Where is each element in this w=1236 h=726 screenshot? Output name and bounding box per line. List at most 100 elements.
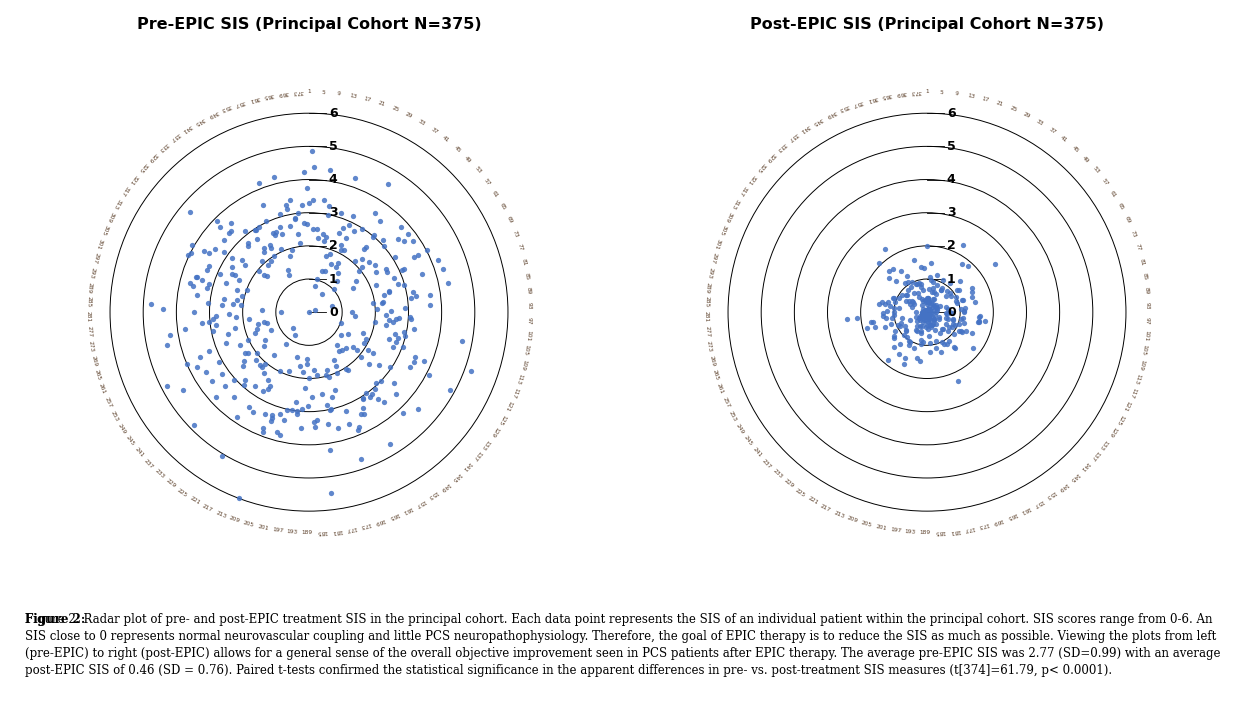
Text: 1: 1 — [926, 89, 928, 94]
Text: 329: 329 — [147, 151, 158, 163]
Text: 0: 0 — [329, 306, 337, 319]
Text: 149: 149 — [439, 481, 450, 492]
Text: 57: 57 — [482, 177, 491, 187]
Text: 4: 4 — [329, 173, 337, 186]
Text: 173: 173 — [360, 521, 372, 529]
Text: Figure 2: Radar plot of pre- and post-EPIC treatment SIS in the principal cohort: Figure 2: Radar plot of pre- and post-EP… — [25, 613, 1220, 677]
Text: 145: 145 — [450, 471, 462, 482]
Text: 293: 293 — [89, 266, 95, 279]
Text: 273: 273 — [706, 340, 712, 352]
Text: 37: 37 — [1048, 126, 1057, 135]
Text: 77: 77 — [517, 243, 523, 252]
Title: Post-EPIC SIS (Principal Cohort N=375): Post-EPIC SIS (Principal Cohort N=375) — [750, 17, 1104, 32]
Text: 89: 89 — [1143, 287, 1149, 295]
Text: 49: 49 — [1082, 155, 1090, 163]
Text: 125: 125 — [1115, 413, 1125, 425]
Text: 25: 25 — [391, 105, 399, 113]
Text: 313: 313 — [730, 197, 740, 210]
Text: 1: 1 — [329, 272, 337, 285]
Text: 225: 225 — [177, 487, 188, 498]
Text: 165: 165 — [388, 511, 399, 521]
Text: 245: 245 — [743, 435, 754, 447]
Text: 0: 0 — [947, 306, 955, 319]
Text: 229: 229 — [164, 478, 177, 489]
Text: 369: 369 — [277, 90, 289, 97]
Text: 61: 61 — [1109, 189, 1117, 198]
Text: 125: 125 — [497, 413, 507, 425]
Text: 277: 277 — [87, 326, 93, 338]
Text: 309: 309 — [105, 211, 115, 223]
Text: 153: 153 — [1044, 489, 1057, 500]
Text: 257: 257 — [104, 396, 112, 409]
Text: 245: 245 — [125, 435, 136, 447]
Text: 281: 281 — [87, 311, 91, 322]
Text: 109: 109 — [519, 359, 527, 370]
Text: 129: 129 — [1107, 426, 1117, 438]
Text: 205: 205 — [860, 521, 873, 529]
Text: 325: 325 — [755, 161, 766, 174]
Text: 169: 169 — [373, 517, 386, 525]
Text: 269: 269 — [90, 355, 98, 367]
Text: 297: 297 — [709, 252, 717, 264]
Text: 341: 341 — [180, 123, 193, 134]
Text: 33: 33 — [418, 118, 426, 126]
Text: 301: 301 — [713, 238, 722, 250]
Text: 221: 221 — [189, 496, 200, 506]
Text: 6: 6 — [947, 107, 955, 120]
Text: 293: 293 — [707, 266, 713, 279]
Text: 185: 185 — [934, 529, 946, 535]
Text: 373: 373 — [910, 89, 922, 94]
Text: 85: 85 — [1142, 272, 1148, 280]
Text: 333: 333 — [776, 141, 787, 152]
Text: 121: 121 — [504, 400, 513, 412]
Text: 161: 161 — [400, 505, 413, 514]
Text: 249: 249 — [734, 423, 745, 435]
Text: 133: 133 — [481, 438, 491, 450]
Text: 185: 185 — [316, 529, 328, 535]
Text: 349: 349 — [206, 109, 219, 118]
Text: 365: 365 — [263, 92, 274, 99]
Text: Figure 2:: Figure 2: — [25, 613, 89, 627]
Text: 33: 33 — [1036, 118, 1044, 126]
Text: 149: 149 — [1057, 481, 1068, 492]
Text: 57: 57 — [1100, 177, 1109, 187]
Text: 5: 5 — [939, 89, 944, 95]
Text: 65: 65 — [499, 203, 507, 211]
Text: 253: 253 — [110, 410, 120, 422]
Text: 317: 317 — [738, 185, 748, 197]
Text: 3: 3 — [329, 206, 337, 219]
Text: 105: 105 — [1141, 344, 1148, 356]
Text: 213: 213 — [833, 510, 845, 519]
Text: 133: 133 — [1099, 438, 1109, 450]
Text: 41: 41 — [1059, 135, 1068, 144]
Text: 241: 241 — [751, 447, 763, 459]
Text: 49: 49 — [464, 155, 472, 163]
Text: 13: 13 — [349, 93, 357, 99]
Text: 265: 265 — [94, 369, 101, 381]
Text: 29: 29 — [1022, 112, 1031, 119]
Text: 2: 2 — [329, 240, 337, 253]
Text: 69: 69 — [1124, 216, 1131, 224]
Text: 177: 177 — [963, 525, 975, 532]
Text: 69: 69 — [506, 216, 513, 224]
Text: 325: 325 — [137, 161, 148, 174]
Text: 349: 349 — [824, 109, 837, 118]
Text: 329: 329 — [765, 151, 776, 163]
Text: 277: 277 — [705, 326, 711, 338]
Text: 205: 205 — [242, 521, 255, 529]
Text: 21: 21 — [377, 100, 386, 107]
Text: 193: 193 — [287, 529, 298, 535]
Text: 269: 269 — [708, 355, 716, 367]
Text: 4: 4 — [947, 173, 955, 186]
Text: 21: 21 — [995, 100, 1004, 107]
Text: 141: 141 — [1079, 461, 1090, 472]
Text: 289: 289 — [87, 282, 93, 293]
Text: 145: 145 — [1068, 471, 1080, 482]
Text: 341: 341 — [798, 123, 811, 134]
Text: 73: 73 — [512, 229, 519, 238]
Text: 113: 113 — [515, 372, 523, 385]
Text: 289: 289 — [705, 282, 711, 293]
Text: 61: 61 — [491, 189, 499, 198]
Text: 209: 209 — [229, 515, 241, 524]
Text: 305: 305 — [718, 224, 727, 236]
